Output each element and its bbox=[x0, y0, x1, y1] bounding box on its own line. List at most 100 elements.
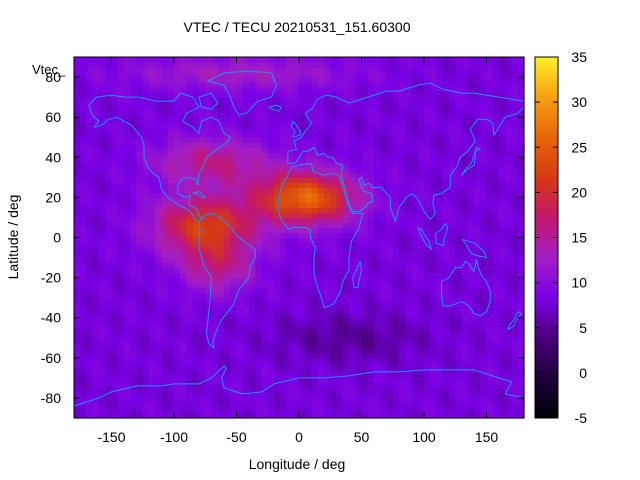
heatmap-cell bbox=[424, 77, 431, 83]
heatmap-cell bbox=[449, 152, 456, 158]
heatmap-cell bbox=[80, 352, 88, 359]
heatmap-cell bbox=[99, 107, 106, 113]
heatmap-cell bbox=[386, 212, 394, 219]
heatmap-cell bbox=[361, 282, 369, 289]
heatmap-cell bbox=[236, 207, 244, 214]
heatmap-cell bbox=[155, 112, 163, 118]
heatmap-cell bbox=[436, 237, 444, 244]
heatmap-cell bbox=[261, 292, 269, 299]
heatmap-cell bbox=[324, 372, 331, 379]
heatmap-cell bbox=[224, 332, 231, 339]
heatmap-cell bbox=[224, 97, 231, 103]
heatmap-cell bbox=[492, 232, 500, 239]
heatmap-cell bbox=[467, 297, 475, 304]
heatmap-cell bbox=[242, 127, 250, 133]
heatmap-cell bbox=[324, 72, 331, 78]
heatmap-cell bbox=[142, 407, 150, 414]
heatmap-cell bbox=[486, 317, 494, 324]
heatmap-cell bbox=[374, 182, 381, 188]
heatmap-cell bbox=[374, 197, 381, 203]
heatmap-cell bbox=[324, 177, 331, 183]
heatmap-cell bbox=[330, 327, 338, 334]
heatmap-cell bbox=[286, 312, 294, 319]
heatmap-cell bbox=[111, 287, 119, 294]
heatmap-cell bbox=[374, 347, 381, 354]
heatmap-cell bbox=[274, 382, 281, 389]
heatmap-cell bbox=[224, 207, 231, 214]
heatmap-cell bbox=[424, 252, 431, 259]
heatmap-cell bbox=[80, 132, 88, 138]
heatmap-cell bbox=[261, 297, 269, 304]
heatmap-cell bbox=[124, 252, 131, 259]
heatmap-cell bbox=[149, 332, 156, 339]
heatmap-cell bbox=[255, 262, 263, 269]
heatmap-cell bbox=[467, 182, 475, 188]
heatmap-cell bbox=[411, 142, 419, 148]
heatmap-cell bbox=[261, 352, 269, 359]
heatmap-cell bbox=[86, 217, 94, 224]
heatmap-cell bbox=[355, 347, 363, 354]
heatmap-cell bbox=[299, 367, 306, 374]
heatmap-cell bbox=[324, 232, 331, 239]
heatmap-cell bbox=[355, 342, 363, 349]
heatmap-cell bbox=[86, 107, 94, 113]
heatmap-cell bbox=[161, 152, 169, 158]
heatmap-cell bbox=[80, 242, 88, 249]
heatmap-cell bbox=[99, 167, 106, 173]
heatmap-cell bbox=[136, 262, 144, 269]
heatmap-cell bbox=[417, 192, 425, 198]
heatmap-cell bbox=[105, 182, 113, 188]
heatmap-cell bbox=[80, 212, 88, 219]
heatmap-cell bbox=[480, 372, 488, 379]
heatmap-cell bbox=[142, 252, 150, 259]
heatmap-cell bbox=[424, 292, 431, 299]
heatmap-cell bbox=[230, 87, 238, 93]
heatmap-cell bbox=[430, 77, 438, 83]
heatmap-cell bbox=[274, 212, 281, 219]
heatmap-cell bbox=[74, 212, 81, 219]
heatmap-cell bbox=[317, 142, 325, 148]
heatmap-cell bbox=[142, 292, 150, 299]
heatmap-cell bbox=[217, 102, 225, 108]
heatmap-cell bbox=[317, 117, 325, 123]
heatmap-cell bbox=[511, 162, 519, 168]
heatmap-cell bbox=[317, 342, 325, 349]
heatmap-cell bbox=[80, 137, 88, 143]
heatmap-cell bbox=[136, 87, 144, 93]
heatmap-cell bbox=[211, 252, 219, 259]
heatmap-cell bbox=[317, 332, 325, 339]
heatmap-cell bbox=[86, 347, 94, 354]
heatmap-cell bbox=[511, 207, 519, 214]
heatmap-cell bbox=[424, 87, 431, 93]
heatmap-cell bbox=[317, 237, 325, 244]
heatmap-cell bbox=[267, 352, 275, 359]
heatmap-cell bbox=[405, 137, 413, 143]
heatmap-cell bbox=[105, 112, 113, 118]
heatmap-cell bbox=[467, 337, 475, 344]
heatmap-cell bbox=[474, 272, 481, 279]
heatmap-cell bbox=[380, 312, 388, 319]
heatmap-cell bbox=[380, 242, 388, 249]
heatmap-cell bbox=[86, 127, 94, 133]
heatmap-cell bbox=[380, 152, 388, 158]
heatmap-cell bbox=[186, 282, 194, 289]
heatmap-cell bbox=[399, 252, 406, 259]
heatmap-cell bbox=[442, 367, 450, 374]
heatmap-cell bbox=[186, 207, 194, 214]
heatmap-cell bbox=[149, 372, 156, 379]
heatmap-cell bbox=[292, 327, 300, 334]
heatmap-cell bbox=[411, 262, 419, 269]
heatmap-cell bbox=[92, 352, 100, 359]
heatmap-cell bbox=[374, 247, 381, 254]
heatmap-cell bbox=[130, 117, 138, 123]
heatmap-cell bbox=[149, 197, 156, 203]
heatmap-cell bbox=[417, 382, 425, 389]
heatmap-cell bbox=[461, 262, 469, 269]
heatmap-cell bbox=[99, 362, 106, 369]
heatmap-cell bbox=[405, 292, 413, 299]
heatmap-cell bbox=[92, 287, 100, 294]
heatmap-cell bbox=[517, 352, 525, 359]
heatmap-cell bbox=[461, 137, 469, 143]
heatmap-cell bbox=[142, 97, 150, 103]
heatmap-cell bbox=[361, 317, 369, 324]
